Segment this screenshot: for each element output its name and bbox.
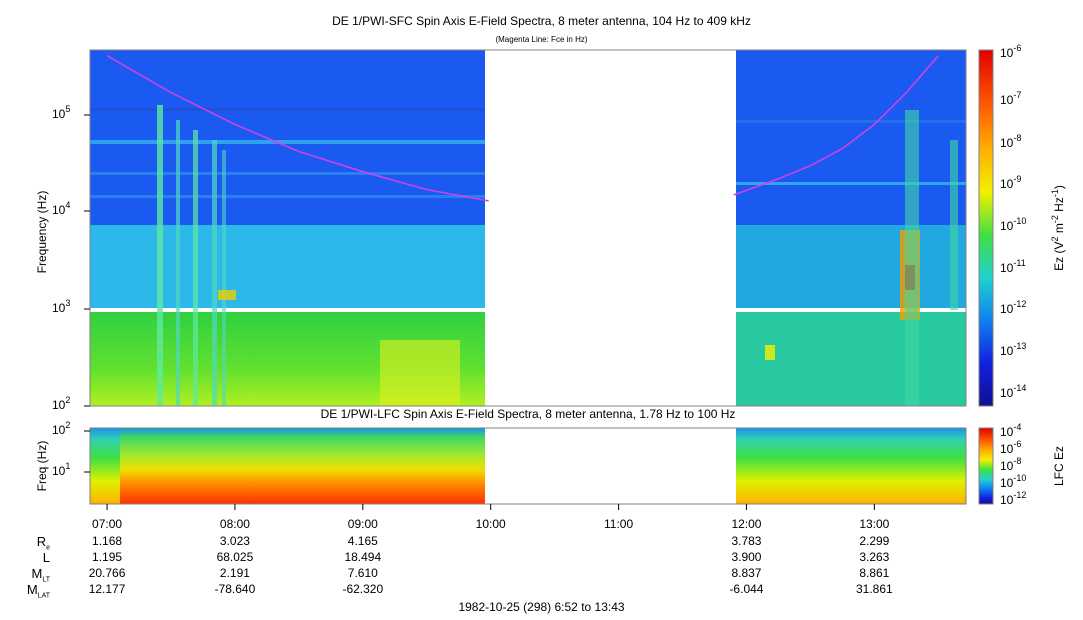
x-axis-ticks: 07:00 08:00 09:00 10:00 11:00 12:00 13:00: [92, 504, 890, 531]
ephemeris-row: MLAT 12.177 -78.640 -62.320 -6.044 31.861: [0, 582, 1083, 600]
svg-text:10-6: 10-6: [1000, 439, 1021, 456]
x-tick-label: 10:00: [476, 517, 506, 531]
lfc-frame: [89, 427, 967, 505]
ephemeris-value: 3.023: [219, 534, 250, 548]
chart-subtitle: (Magenta Line: Fce in Hz): [495, 35, 588, 44]
sfc-ytick-1e2: 102: [52, 395, 70, 412]
lfc-colorbar-label: LFC Ez: [1052, 446, 1066, 486]
ephemeris-value: 3.783: [731, 534, 762, 548]
ephemeris-value: 8.861: [859, 566, 890, 580]
sfc-ytick-1e4: 104: [52, 200, 70, 217]
svg-text:10-6: 10-6: [1000, 43, 1021, 60]
x-tick-label: 09:00: [348, 517, 378, 531]
ephemeris-row: L 1.195 68.025 18.494 3.900 3.263: [0, 550, 1083, 566]
sfc-cyan-band-right: [736, 225, 966, 308]
ephemeris-row: Re 1.168 3.023 4.165 3.783 2.299: [0, 534, 1083, 552]
ephemeris-row-label-sub: LAT: [37, 592, 50, 600]
ephemeris-value: 1.168: [92, 534, 123, 548]
sfc-emission-bursts: [157, 105, 958, 406]
ephemeris-row-label-sub: e: [46, 544, 50, 552]
sfc-ytick-1e5: 105: [52, 104, 70, 121]
ephemeris-row-label: Re: [36, 534, 50, 552]
ephemeris-value: -62.320: [342, 582, 384, 596]
ephemeris-row-label: MLT: [31, 566, 51, 584]
svg-text:10-8: 10-8: [1000, 133, 1021, 150]
svg-text:10-12: 10-12: [1000, 299, 1026, 316]
ephemeris-row-label: MLAT: [26, 582, 50, 600]
lfc-ytick-1e1: 101: [52, 461, 70, 478]
ephemeris-value: 3.263: [859, 550, 890, 564]
svg-text:10-10: 10-10: [1000, 216, 1026, 233]
ephemeris-value: 8.837: [731, 566, 762, 580]
fce-line-segment-1: [106, 55, 489, 202]
sfc-colorbar-label: Ez (V2 m-2 Hz-1): [1050, 185, 1066, 271]
svg-text:10-12: 10-12: [1000, 490, 1026, 507]
sfc-data-gap: [485, 50, 736, 406]
sfc-cyan-band-left: [90, 225, 485, 308]
ephemeris-row: MLT 20.766 2.191 7.610 8.837 8.861: [0, 566, 1083, 584]
lfc-left-data: [90, 428, 485, 504]
sfc-y-axis: [84, 114, 90, 407]
svg-text:10-13: 10-13: [1000, 341, 1026, 358]
sfc-colorbar: [978, 49, 994, 407]
sfc-colorbar-ticks: 10-6 10-7 10-8 10-9 10-10 10-11 10-12 10…: [1000, 43, 1026, 400]
fce-line-segment-2: [733, 55, 939, 196]
lfc-colorbar: [978, 427, 994, 505]
svg-text:10-9: 10-9: [1000, 174, 1021, 191]
sfc-horizontal-stripes: [90, 108, 966, 198]
svg-text:10-4: 10-4: [1000, 422, 1021, 439]
ephemeris-value: 3.900: [731, 550, 762, 564]
x-tick-label: 12:00: [731, 517, 761, 531]
lfc-panel: [89, 427, 967, 505]
lfc-left-edge: [90, 428, 120, 504]
sfc-ylabel: Frequency (Hz): [35, 191, 49, 274]
ephemeris-value: 12.177: [88, 582, 126, 596]
ephemeris-value: 7.610: [347, 566, 378, 580]
sfc-panel: [89, 49, 967, 407]
svg-text:10-11: 10-11: [1000, 258, 1026, 275]
ephemeris-row-label: L: [42, 550, 50, 565]
ephemeris-value: 1.195: [92, 550, 123, 564]
sfc-ytick-1e3: 103: [52, 298, 70, 315]
lfc-title: DE 1/PWI-LFC Spin Axis E-Field Spectra, …: [320, 407, 736, 421]
ephemeris-value: 18.494: [344, 550, 382, 564]
ephemeris-value: 20.766: [88, 566, 126, 580]
lfc-ytick-1e2: 102: [52, 420, 70, 437]
sfc-frame: [89, 49, 967, 407]
lfc-right-data: [736, 428, 966, 504]
x-tick-label: 11:00: [604, 517, 633, 531]
lfc-data-gap: [485, 428, 736, 504]
ephemeris-value: 4.165: [347, 534, 378, 548]
ephemeris-row-label-sub: LT: [42, 576, 50, 584]
x-tick-label: 08:00: [220, 517, 250, 531]
ephemeris-value: 2.191: [219, 566, 250, 580]
svg-text:10-14: 10-14: [1000, 383, 1026, 400]
ephemeris-value: -78.640: [214, 582, 256, 596]
ephemeris-value: 2.299: [859, 534, 890, 548]
ephemeris-value: -6.044: [729, 582, 764, 596]
x-tick-label: 13:00: [859, 517, 889, 531]
lfc-ylabel: Freq (Hz): [35, 441, 49, 492]
chart-title: DE 1/PWI-SFC Spin Axis E-Field Spectra, …: [332, 14, 751, 28]
ephemeris-value: 31.861: [855, 582, 893, 596]
svg-text:10-7: 10-7: [1000, 90, 1021, 107]
x-tick-label: 07:00: [92, 517, 122, 531]
ephemeris-value: 68.025: [216, 550, 254, 564]
time-range-footer: 1982-10-25 (298) 6:52 to 13:43: [458, 600, 625, 614]
svg-text:10-10: 10-10: [1000, 473, 1026, 490]
svg-text:10-8: 10-8: [1000, 456, 1021, 473]
lfc-y-axis: [84, 430, 90, 473]
lfc-colorbar-ticks: 10-4 10-6 10-8 10-10 10-12: [1000, 422, 1026, 507]
